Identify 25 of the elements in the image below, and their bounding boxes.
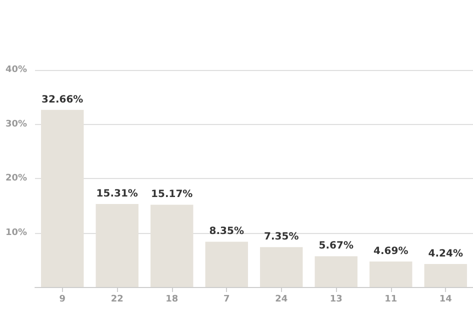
y-tick-label: 20% [5, 174, 27, 184]
x-tick-label: 9 [59, 294, 66, 304]
bar [424, 264, 467, 287]
bar [314, 256, 358, 287]
data-label: 5.67% [318, 240, 354, 252]
data-label: 32.66% [42, 94, 84, 106]
data-label: 7.35% [264, 232, 299, 243]
data-label: 15.17% [151, 189, 193, 200]
y-tick-label: 10% [5, 228, 27, 238]
data-label: 4.69% [374, 246, 408, 258]
x-tick-label: 11 [384, 294, 398, 304]
bar [205, 242, 248, 287]
data-label: 8.35% [209, 226, 244, 238]
y-tick-label: 40% [5, 65, 27, 75]
bar [370, 262, 412, 287]
x-tick-label: 7 [223, 294, 230, 304]
bar [260, 247, 303, 287]
y-tick-label: 30% [5, 119, 27, 130]
x-tick-label: 13 [330, 294, 342, 304]
x-tick-label: 22 [110, 294, 124, 304]
x-tick-label: 24 [275, 294, 288, 304]
data-label: 15.31% [96, 188, 138, 200]
x-tick-label: 18 [166, 294, 178, 304]
data-label: 4.24% [428, 248, 463, 260]
x-tick-label: 14 [439, 294, 452, 304]
